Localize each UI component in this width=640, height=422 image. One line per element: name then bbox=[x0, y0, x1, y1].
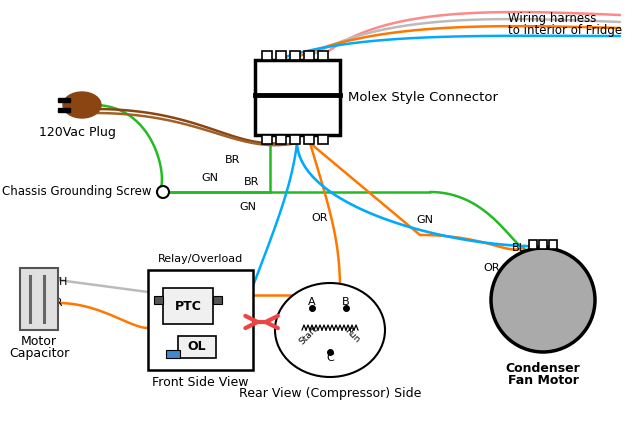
Text: GN: GN bbox=[202, 173, 218, 183]
Bar bbox=[539, 240, 547, 249]
Text: GN: GN bbox=[239, 202, 257, 212]
Ellipse shape bbox=[491, 248, 595, 352]
Text: Condenser: Condenser bbox=[506, 362, 580, 375]
Bar bbox=[276, 135, 286, 144]
Bar bbox=[213, 296, 222, 304]
Text: 3: 3 bbox=[193, 359, 200, 369]
Text: OR: OR bbox=[312, 213, 328, 223]
Text: OR: OR bbox=[484, 263, 500, 273]
Text: 1: 1 bbox=[154, 323, 161, 333]
Bar bbox=[290, 135, 300, 144]
Bar bbox=[20, 268, 58, 330]
Text: C: C bbox=[326, 353, 334, 363]
Bar bbox=[529, 240, 537, 249]
Bar bbox=[178, 336, 216, 358]
Text: Relay/Overload: Relay/Overload bbox=[158, 254, 243, 264]
Text: BL: BL bbox=[512, 243, 526, 253]
Bar bbox=[154, 296, 163, 304]
Bar bbox=[255, 60, 340, 135]
Text: 2: 2 bbox=[216, 323, 223, 333]
Bar bbox=[148, 270, 253, 370]
Bar bbox=[166, 350, 180, 358]
Text: Motor: Motor bbox=[21, 335, 57, 348]
Bar bbox=[318, 51, 328, 60]
Bar bbox=[58, 98, 70, 102]
Ellipse shape bbox=[275, 283, 385, 377]
Text: PTC: PTC bbox=[175, 300, 202, 313]
Text: WH: WH bbox=[48, 277, 68, 287]
Text: Front Side View: Front Side View bbox=[152, 376, 249, 389]
Text: OL: OL bbox=[188, 341, 206, 354]
Text: B: B bbox=[342, 297, 350, 307]
Bar bbox=[163, 288, 213, 324]
Bar bbox=[304, 51, 314, 60]
Text: BR: BR bbox=[244, 177, 260, 187]
Text: OR: OR bbox=[47, 298, 63, 308]
Text: to interior of Fridge: to interior of Fridge bbox=[508, 24, 622, 37]
Bar bbox=[58, 108, 70, 112]
Text: Run: Run bbox=[342, 326, 362, 344]
Ellipse shape bbox=[63, 92, 101, 118]
Text: Chassis Grounding Screw: Chassis Grounding Screw bbox=[1, 186, 151, 198]
Text: Fan Motor: Fan Motor bbox=[508, 374, 579, 387]
Bar bbox=[262, 51, 272, 60]
Text: Wiring harness: Wiring harness bbox=[508, 12, 596, 25]
Circle shape bbox=[157, 186, 169, 198]
Bar bbox=[549, 240, 557, 249]
Text: Rear View (Compressor) Side: Rear View (Compressor) Side bbox=[239, 387, 421, 400]
Text: 120Vac Plug: 120Vac Plug bbox=[38, 126, 115, 139]
Bar bbox=[304, 135, 314, 144]
Text: GN: GN bbox=[417, 215, 433, 225]
Text: BR: BR bbox=[225, 155, 241, 165]
Bar bbox=[290, 51, 300, 60]
Text: A: A bbox=[308, 297, 316, 307]
Text: Capacitor: Capacitor bbox=[9, 347, 69, 360]
Bar bbox=[318, 135, 328, 144]
Text: Molex Style Connector: Molex Style Connector bbox=[348, 91, 498, 104]
Bar bbox=[262, 135, 272, 144]
Text: Start: Start bbox=[297, 324, 319, 346]
Bar bbox=[276, 51, 286, 60]
